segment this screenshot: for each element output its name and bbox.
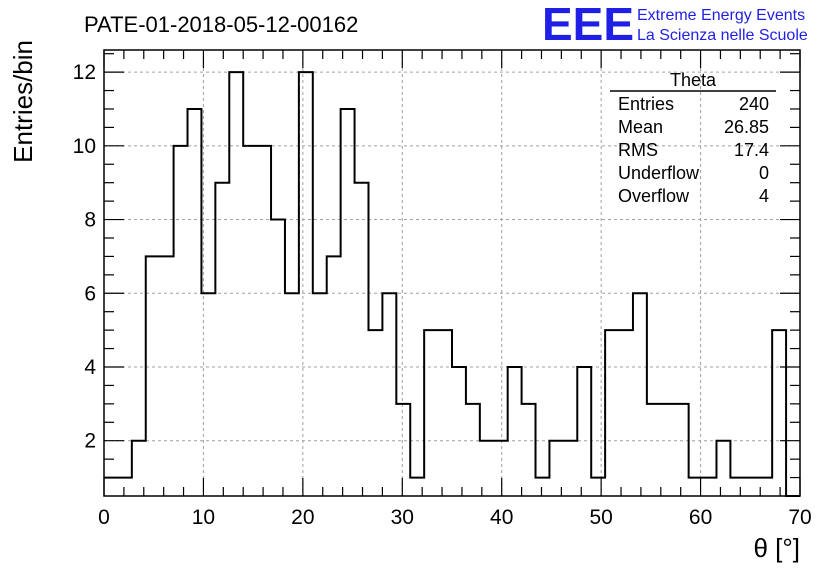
histogram-bin [215,183,229,496]
stats-row-label: Entries [618,94,674,114]
histogram-bin [160,256,174,496]
histogram-bin [424,330,438,496]
stats-box: Theta Entries 240 Mean 26.85 RMS 17.4 Un… [610,70,776,206]
histogram-bin [438,330,452,496]
stats-row-label: RMS [618,140,658,160]
histogram-bin [744,478,758,496]
histogram-bin [299,72,313,496]
histogram-series [104,71,800,497]
histogram-bin [508,367,522,496]
histogram-bin [716,441,730,496]
y-tick-label: 4 [84,356,96,379]
histogram-bin [313,293,327,496]
x-tick-labels: 0 10 20 30 40 50 60 70 [98,506,812,529]
x-tick-label: 60 [689,506,712,529]
histogram-bin [522,404,536,496]
stats-row-value: 240 [739,94,769,114]
eee-logo-mark: EEE [542,0,634,50]
eee-logo-line1: Extreme Energy Events [637,7,805,24]
histogram-bin [577,367,591,496]
stats-row-value: 17.4 [734,140,769,160]
stats-row-label: Overflow [618,186,690,206]
histogram-bin [772,330,786,496]
histogram-bin [591,478,605,496]
histogram-bin [327,256,341,496]
x-tick-label: 70 [788,506,811,529]
histogram-bin [536,478,550,496]
histogram-bin [647,404,661,496]
histogram-bin [104,478,118,496]
stats-row-value: 26.85 [724,117,769,137]
x-axis-title: θ [°] [753,533,800,563]
chart-title: PATE-01-2018-05-12-00162 [84,12,358,37]
histogram-bin [382,293,396,496]
x-tick-label: 30 [391,506,414,529]
stats-title: Theta [670,70,717,90]
y-tick-label: 12 [73,61,96,84]
histogram-bin [396,404,410,496]
histogram-bin [368,330,382,496]
histogram-bin [118,478,132,496]
y-tick-label: 8 [84,209,96,232]
histogram-bin [285,293,299,496]
histogram-bin [243,146,257,496]
x-tick-label: 50 [589,506,612,529]
histogram-bin [466,404,480,496]
x-tick-label: 40 [490,506,513,529]
stats-row-value: 0 [759,163,769,183]
histogram-bin [661,404,675,496]
histogram-line [104,71,800,497]
histogram-bin [730,478,744,496]
histogram-bin [452,367,466,496]
histogram-bin [494,441,508,496]
eee-logo: EEE Extreme Energy Events La Scienza nel… [542,0,808,50]
histogram-bin [341,109,355,496]
histogram-bin [703,478,717,496]
histogram-bin [271,220,285,496]
y-axis-title: Entries/bin [8,40,38,163]
stats-row-label: Mean [618,117,663,137]
histogram-bin [563,441,577,496]
y-tick-label: 6 [84,282,96,305]
histogram-bin [146,256,160,496]
histogram-bin [619,330,633,496]
histogram-bin [174,146,188,496]
histogram-bin [188,109,202,496]
histogram-bin [201,293,215,496]
stats-row-value: 4 [759,186,769,206]
eee-logo-line2: La Scienza nelle Scuole [637,27,808,44]
histogram-bin [355,183,369,496]
plot-frame [103,49,801,497]
axis-ticks [103,50,801,496]
stats-row-label: Underflow [618,163,700,183]
histogram-bin [605,330,619,496]
x-tick-label: 20 [291,506,314,529]
histogram-bin [633,293,647,496]
y-tick-label: 10 [73,135,96,158]
histogram-bin [675,404,689,496]
x-tick-label: 0 [98,506,110,529]
x-tick-label: 10 [192,506,215,529]
y-tick-label: 2 [84,430,96,453]
y-tick-labels: 2 4 6 8 10 12 [73,61,97,453]
histogram-bin [257,146,271,496]
histogram-bin [229,72,243,496]
